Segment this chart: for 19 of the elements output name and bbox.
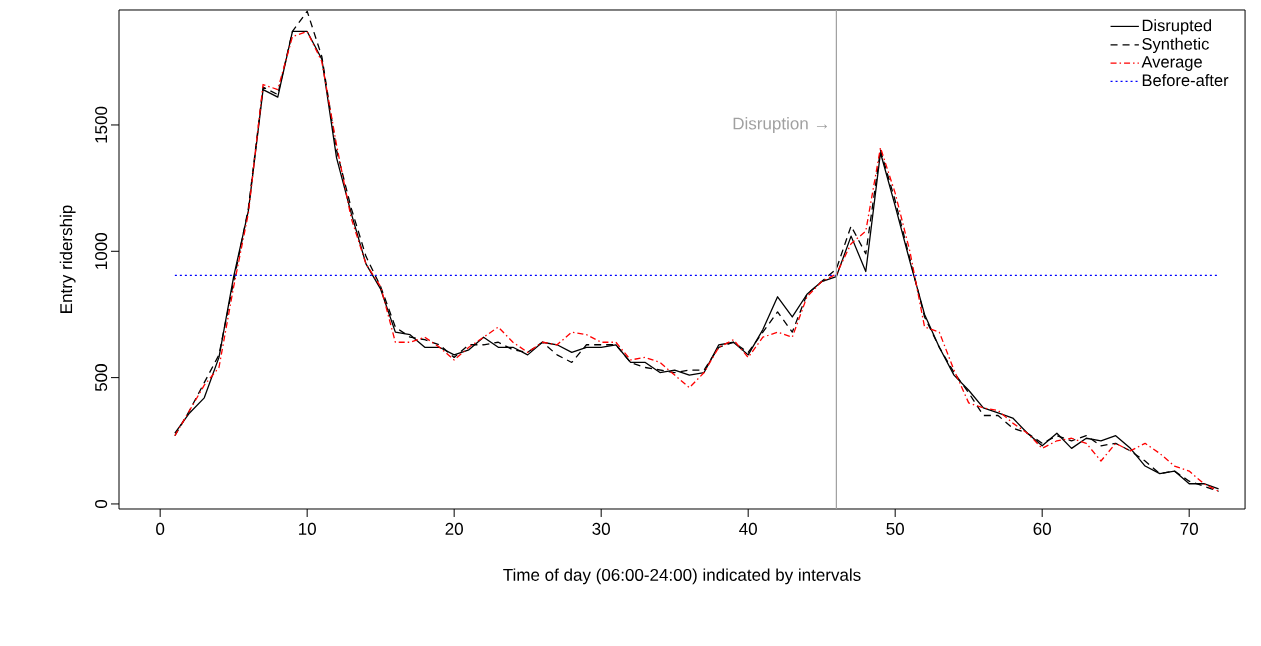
x-tick-label: 30 xyxy=(592,522,610,535)
x-tick-label: 0 xyxy=(156,522,165,535)
legend-label: Average xyxy=(1141,56,1202,71)
y-tick-label: 1500 xyxy=(95,106,108,143)
y-tick-label: 1000 xyxy=(95,233,108,269)
y-tick-label: 0 xyxy=(95,499,108,508)
y-tick-label: 500 xyxy=(95,364,108,392)
legend-label: Synthetic xyxy=(1142,37,1209,54)
y-axis-title: Entry ridership xyxy=(59,205,76,313)
legend-label: Before-after xyxy=(1142,74,1229,87)
x-tick-label: 70 xyxy=(1180,522,1198,535)
x-tick-label: 40 xyxy=(739,522,757,535)
x-tick-label: 50 xyxy=(886,522,904,535)
x-tick-label: 20 xyxy=(445,522,463,535)
x-axis-title: Time of day (06:00-24:00) indicated by intervals xyxy=(503,568,861,585)
x-tick-label: 60 xyxy=(1033,522,1051,535)
x-tick-label: 10 xyxy=(299,522,316,535)
legend-label: Disrupted xyxy=(1142,19,1212,35)
ref-line-label: Disruption → xyxy=(733,117,828,133)
